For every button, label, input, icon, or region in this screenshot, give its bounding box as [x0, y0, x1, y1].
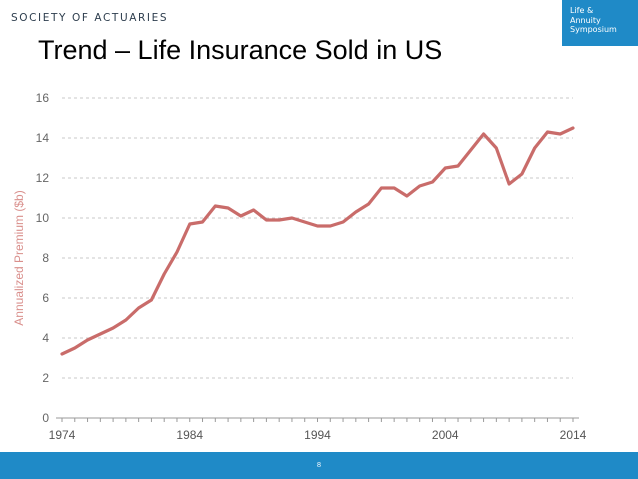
x-tick-label: 2014: [560, 428, 587, 442]
x-tick-label: 1984: [176, 428, 203, 442]
x-tick-label: 1974: [49, 428, 76, 442]
logo-line: Life &: [570, 6, 594, 15]
organization-name: SOCIETY OF ACTUARIES: [11, 12, 169, 24]
y-tick-label: 4: [42, 331, 49, 345]
symposium-logo: Life & Annuity Symposium: [562, 0, 638, 46]
series-line: [60, 126, 575, 356]
y-tick-label: 14: [36, 131, 50, 145]
y-tick-label: 6: [42, 291, 49, 305]
y-tick-label: 8: [42, 251, 49, 265]
y-tick-label: 2: [42, 371, 49, 385]
logo-line: Annuity: [570, 15, 601, 25]
y-tick-label: 0: [42, 411, 49, 425]
x-tick-label: 1994: [304, 428, 331, 442]
line-chart: 0 2 4 6 8 10 12 14 16 1974 1984 1994 2004 2014 Annuali…: [12, 91, 587, 442]
page-number: 8: [316, 461, 322, 469]
slide-title: Trend – Life Insurance Sold in US: [38, 35, 443, 65]
logo-text: Life & Annuity Symposium: [570, 6, 634, 35]
chart-area: 0 2 4 6 8 10 12 14 16 1974 1984 1994 2004 2014 Annuali…: [0, 80, 638, 452]
y-tick-label: 10: [36, 211, 50, 225]
x-tick-label: 2004: [432, 428, 459, 442]
logo-line: Symposium: [570, 25, 617, 34]
y-tick-label: 16: [36, 91, 50, 105]
y-tick-label: 12: [36, 171, 50, 185]
y-axis-label: Annualized Premium ($b): [12, 190, 26, 325]
footer-bar: 8: [0, 452, 638, 479]
